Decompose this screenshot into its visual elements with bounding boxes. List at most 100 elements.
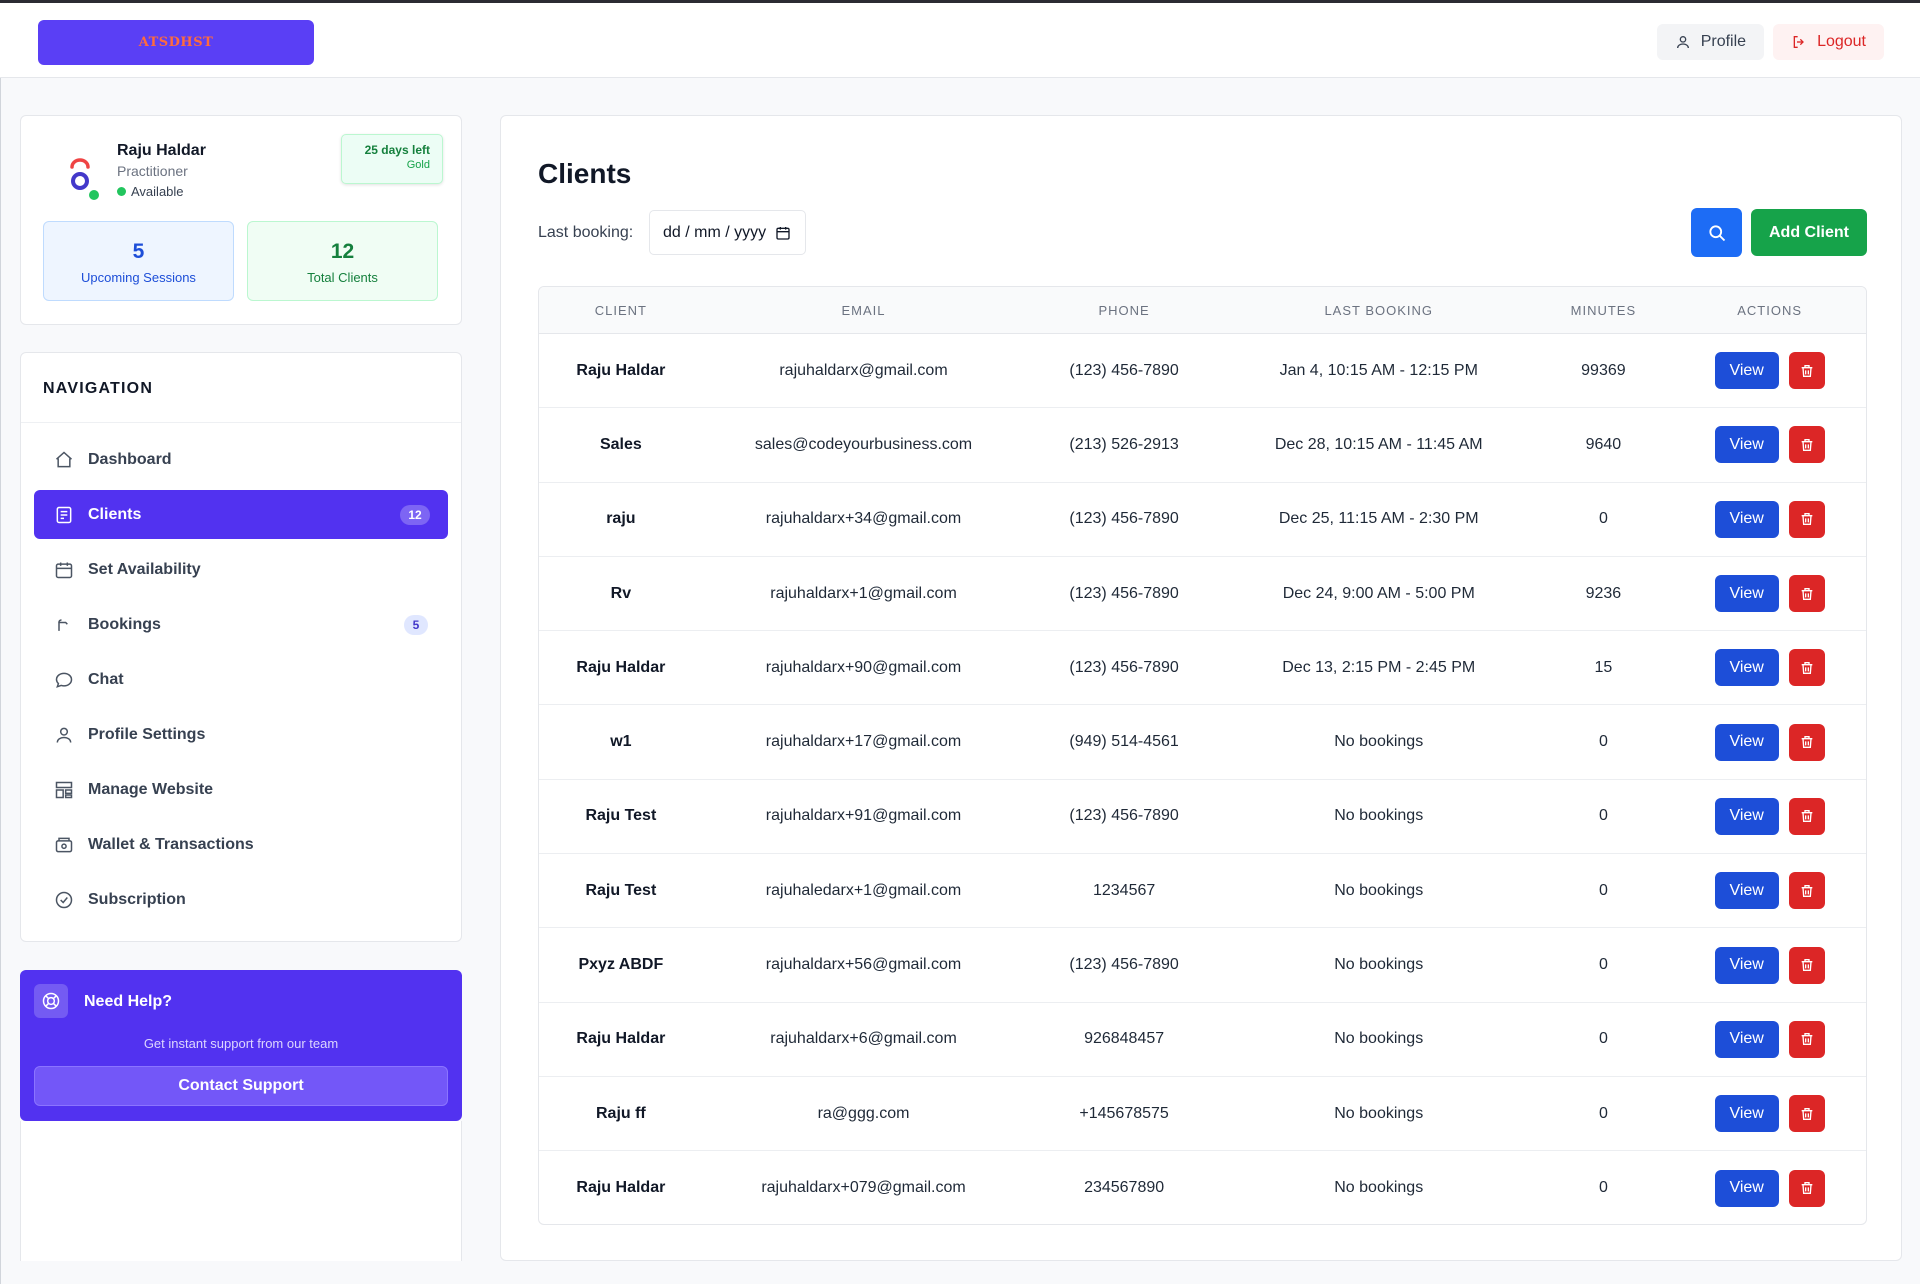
cell-last-booking: Dec 24, 9:00 AM - 5:00 PM bbox=[1282, 584, 1475, 602]
delete-button[interactable] bbox=[1788, 946, 1825, 984]
logo-button[interactable]: ATSDHST bbox=[38, 20, 314, 65]
cell-actions: View bbox=[1673, 872, 1866, 910]
logout-button[interactable]: Logout bbox=[1773, 24, 1884, 60]
profile-button[interactable]: Profile bbox=[1656, 24, 1765, 60]
cell-minutes: 0 bbox=[1598, 510, 1608, 528]
trash-icon bbox=[1801, 1182, 1812, 1195]
table-row: Rv rajuhaldarx+1@gmail.com (123) 456-7890 D… bbox=[539, 557, 1866, 632]
cell-minutes: 0 bbox=[1598, 1104, 1608, 1122]
nav-label: Set Availability bbox=[88, 560, 201, 578]
cell-email: sales@codeyourbusiness.com bbox=[754, 435, 973, 453]
sidebar-background bbox=[20, 1121, 462, 1261]
cell-actions: View bbox=[1673, 946, 1866, 984]
nav-item-set-availability[interactable]: Set Availability bbox=[34, 545, 448, 594]
view-button[interactable]: View bbox=[1714, 797, 1779, 835]
table-body: Raju Haldar rajuhaldarx@gmail.com (123) 45… bbox=[539, 334, 1866, 1224]
delete-button[interactable] bbox=[1788, 1020, 1825, 1058]
cell-actions: View bbox=[1673, 500, 1866, 538]
trash-icon bbox=[1801, 438, 1812, 451]
table-row: Raju Test rajuhaledarx+1@gmail.com 1234567… bbox=[539, 854, 1866, 929]
view-button[interactable]: View bbox=[1714, 426, 1779, 464]
cell-minutes: 0 bbox=[1598, 1030, 1608, 1048]
delete-button[interactable] bbox=[1788, 649, 1825, 687]
cell-minutes: 9236 bbox=[1585, 584, 1622, 602]
bookings-count-badge: 5 bbox=[404, 615, 428, 635]
status-dot-icon bbox=[117, 187, 126, 196]
nav-label: Chat bbox=[88, 670, 124, 688]
last-booking-date-input[interactable]: dd / mm / yyyy bbox=[649, 210, 806, 255]
cell-client: Rv bbox=[610, 584, 632, 602]
nav-item-clients[interactable]: Clients 12 bbox=[34, 490, 448, 539]
cell-last-booking: Jan 4, 10:15 AM - 12:15 PM bbox=[1279, 361, 1478, 379]
cell-email: rajuhaldarx+1@gmail.com bbox=[770, 584, 957, 602]
cell-phone: 234567890 bbox=[1084, 1179, 1165, 1197]
nav-item-profile-settings[interactable]: Profile Settings bbox=[34, 710, 448, 759]
plan-tier: Gold bbox=[406, 159, 430, 171]
delete-button[interactable] bbox=[1788, 1169, 1825, 1207]
cell-client: w1 bbox=[610, 733, 632, 751]
delete-button[interactable] bbox=[1788, 500, 1825, 538]
column-header-minutes[interactable]: MINUTES bbox=[1570, 302, 1637, 318]
cell-actions: View bbox=[1673, 797, 1866, 835]
bookings-icon bbox=[58, 618, 68, 631]
cell-last-booking: No bookings bbox=[1334, 881, 1424, 899]
delete-button[interactable] bbox=[1788, 872, 1825, 910]
nav-label: Dashboard bbox=[88, 450, 172, 468]
cell-last-booking: No bookings bbox=[1334, 1179, 1424, 1197]
cell-actions: View bbox=[1673, 352, 1866, 390]
delete-button[interactable] bbox=[1788, 426, 1825, 464]
trash-icon bbox=[1801, 364, 1812, 377]
online-indicator bbox=[87, 188, 101, 202]
availability-status: Available bbox=[117, 184, 184, 199]
column-header-client[interactable]: CLIENT bbox=[594, 302, 647, 318]
delete-button[interactable] bbox=[1788, 723, 1825, 761]
nav-label: Wallet & Transactions bbox=[88, 835, 254, 853]
help-card: Need Help? Get instant support from our … bbox=[20, 970, 462, 1121]
clients-label: Total Clients bbox=[307, 270, 378, 285]
nav-item-wallet[interactable]: Wallet & Transactions bbox=[34, 820, 448, 869]
view-button[interactable]: View bbox=[1714, 500, 1779, 538]
view-button[interactable]: View bbox=[1714, 872, 1779, 910]
view-button[interactable]: View bbox=[1714, 352, 1779, 390]
cell-phone: (123) 456-7890 bbox=[1069, 510, 1179, 528]
table-row: Raju Haldar rajuhaldarx+6@gmail.com 926848… bbox=[539, 1003, 1866, 1077]
nav-item-dashboard[interactable]: Dashboard bbox=[34, 435, 448, 484]
delete-button[interactable] bbox=[1788, 797, 1825, 835]
view-button[interactable]: View bbox=[1714, 946, 1779, 984]
search-icon bbox=[1708, 224, 1725, 241]
view-button[interactable]: View bbox=[1714, 1169, 1779, 1207]
view-button[interactable]: View bbox=[1714, 1020, 1779, 1058]
nav-item-chat[interactable]: Chat bbox=[34, 655, 448, 704]
search-button[interactable] bbox=[1691, 208, 1742, 257]
nav-item-subscription[interactable]: Subscription bbox=[34, 875, 448, 924]
contact-support-button[interactable]: Contact Support bbox=[34, 1066, 448, 1106]
delete-button[interactable] bbox=[1788, 1095, 1825, 1133]
cell-email: rajuhaldarx+90@gmail.com bbox=[765, 658, 962, 676]
table-row: Pxyz ABDF rajuhaldarx+56@gmail.com (123) 4… bbox=[539, 928, 1866, 1003]
user-role: Practitioner bbox=[117, 163, 188, 179]
trash-icon bbox=[1801, 959, 1812, 972]
nav-label: Profile Settings bbox=[88, 725, 206, 743]
cell-client: Raju Haldar bbox=[576, 1179, 666, 1197]
column-header-email[interactable]: EMAIL bbox=[841, 302, 886, 318]
nav-item-bookings[interactable]: Bookings 5 bbox=[34, 600, 448, 649]
logout-label: Logout bbox=[1817, 33, 1866, 50]
cell-email: rajuhaldarx+91@gmail.com bbox=[765, 807, 962, 825]
cell-last-booking: No bookings bbox=[1334, 1104, 1424, 1122]
clients-count-badge: 12 bbox=[400, 505, 430, 525]
nav-item-manage-website[interactable]: Manage Website bbox=[34, 765, 448, 814]
support-icon bbox=[34, 984, 68, 1018]
plan-badge: 25 days left Gold bbox=[341, 134, 443, 184]
view-button[interactable]: View bbox=[1714, 575, 1779, 613]
view-button[interactable]: View bbox=[1714, 649, 1779, 687]
view-button[interactable]: View bbox=[1714, 1095, 1779, 1133]
cell-actions: View bbox=[1673, 723, 1866, 761]
add-client-button[interactable]: Add Client bbox=[1751, 209, 1867, 256]
delete-button[interactable] bbox=[1788, 575, 1825, 613]
delete-button[interactable] bbox=[1788, 352, 1825, 390]
view-button[interactable]: View bbox=[1714, 723, 1779, 761]
calendar-icon[interactable] bbox=[775, 225, 791, 241]
cell-email: rajuhaldarx+079@gmail.com bbox=[761, 1179, 966, 1197]
column-header-phone[interactable]: PHONE bbox=[1098, 302, 1150, 318]
column-header-last-booking[interactable]: LAST BOOKING bbox=[1324, 302, 1434, 318]
